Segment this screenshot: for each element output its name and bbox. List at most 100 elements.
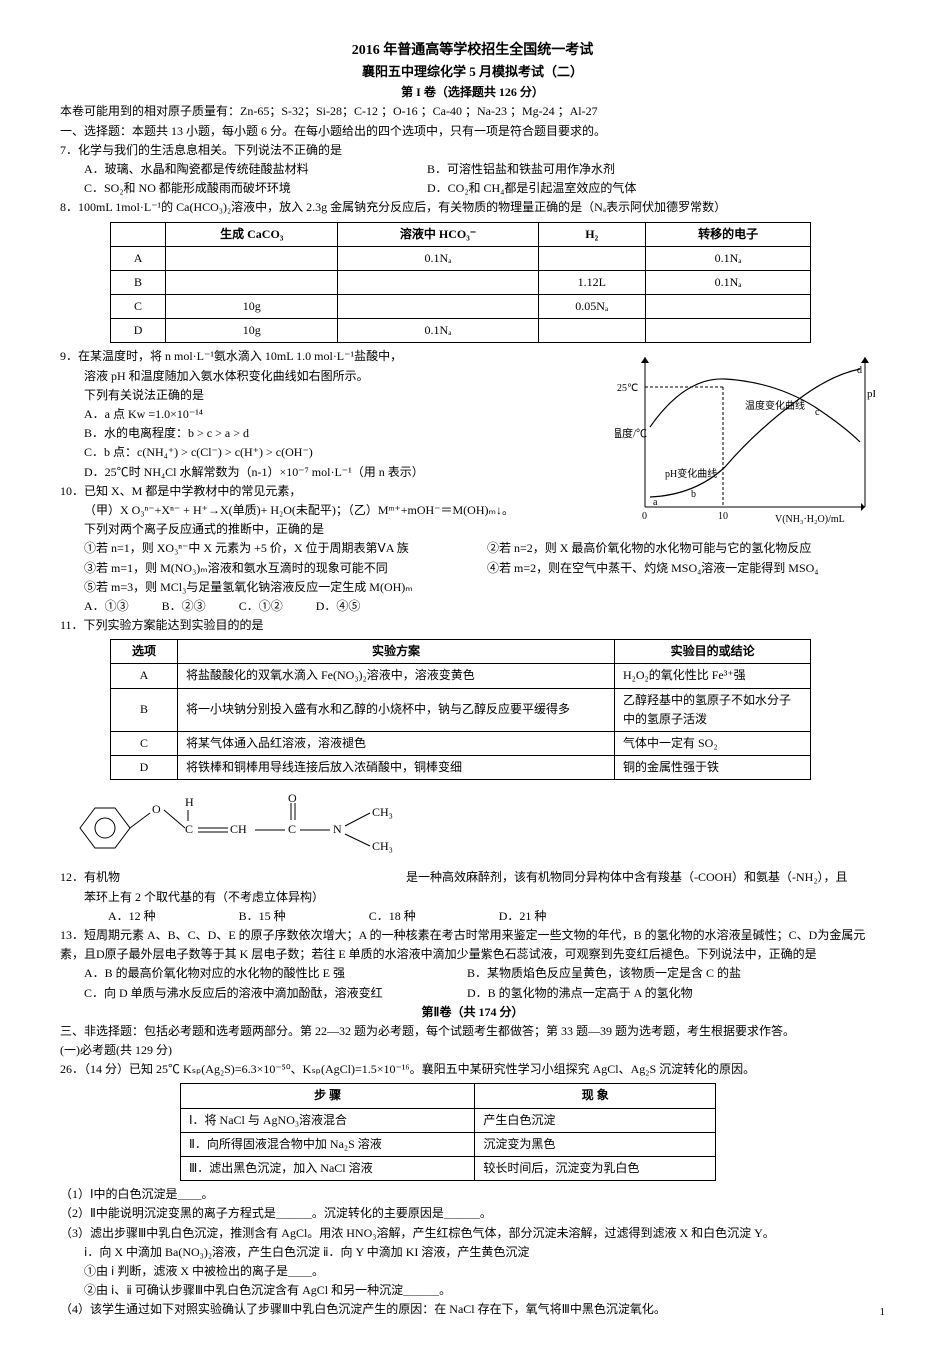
graph-point-d: d	[857, 365, 862, 376]
q11-h0: 选项	[111, 640, 178, 664]
q26-stem: 26．（14 分）已知 25℃ Kₛₚ(Ag₂S)=6.3×10⁻⁵⁰、Kₛₚ(…	[60, 1060, 885, 1079]
table-row: C10g0.05Nₐ	[111, 295, 811, 319]
instruction-1: 一、选择题：本题共 13 小题，每小题 6 分。在每小题给出的四个选项中，只有一…	[60, 122, 885, 141]
graph-point-b: b	[691, 489, 696, 500]
q12-choices: A．12 种 B．15 种 C．18 种 D．21 种	[60, 907, 885, 926]
table-row: C将某气体通入品红溶液，溶液褪色气体中一定有 SO₂	[111, 732, 811, 756]
table-row: Ⅰ．将 NaCl 与 AgNO₃溶液混合产生白色沉淀	[181, 1108, 716, 1132]
graph-ph-curve-label: pH变化曲线	[665, 467, 717, 480]
q10-opt5: ⑤若 m=3，则 MCl₃与足量氢氧化钠溶液反应一定生成 M(OH)ₘ	[60, 578, 885, 597]
graph-x0: 0	[642, 511, 647, 522]
part2-instr: 三、非选择题：包括必考题和选考题两部分。第 22—32 题为必考题，每个试题考生…	[60, 1022, 885, 1041]
q26-p3: （3）滤出步骤Ⅲ中乳白色沉淀，推测含有 AgCl。用浓 HNO₃溶解，产生红棕色…	[60, 1224, 885, 1243]
q8-h4: 转移的电子	[645, 222, 810, 246]
q12-prefix: 12．有机物	[60, 870, 120, 884]
q7-opt-d: D．CO₂和 CH₄都是引起温室效应的气体	[427, 181, 636, 195]
q12-line2: 苯环上有 2 个取代基的有（不考虑立体异构）	[60, 888, 885, 907]
svg-text:O: O	[288, 791, 297, 805]
q26-p3i: ⅰ．向 X 中滴加 Ba(NO₃)₂溶液，产生白色沉淀 ⅱ．向 Y 中滴加 KI…	[60, 1243, 885, 1262]
svg-text:CH: CH	[230, 822, 247, 836]
q11-stem: 11．下列实验方案能达到实验目的的是	[60, 616, 885, 635]
graph-point-c: c	[815, 407, 820, 418]
part1-title: 第 I 卷（选择题共 126 分）	[60, 83, 885, 102]
graph-temp-25: 25℃	[617, 383, 638, 394]
q11-h2: 实验目的或结论	[615, 640, 811, 664]
q10-opt2: ②若 n=2，则 X 最高价氧化物的水化物可能与它的氢化物反应	[487, 541, 811, 555]
svg-text:CH₃: CH₃	[372, 805, 393, 819]
graph-point-a: a	[653, 497, 658, 508]
q12-line1: 12．有机物 是一种高效麻醉剂，该有机物同分异构体中含有羧基（-COOH）和氨基…	[60, 868, 885, 887]
q13-row1: A．B 的最高价氧化物对应的水化物的酸性比 E 强 B．某物质焰色反应呈黄色，该…	[60, 964, 885, 983]
page-number: 1	[880, 1304, 886, 1322]
q10-row2: ③若 m=1，则 M(NO₃)ₘ溶液和氨水互滴时的现象可能不同 ④若 m=2，则…	[60, 559, 885, 578]
table-row: D10g0.1Nₐ	[111, 319, 811, 343]
q26-h1: 现 象	[475, 1084, 716, 1108]
q26-p1: （1）Ⅰ中的白色沉淀是＿＿。	[60, 1185, 885, 1204]
doc-subtitle: 襄阳五中理综化学 5 月模拟考试（二）	[60, 62, 885, 83]
q8-h0	[111, 222, 166, 246]
q10-choice-d: D．④⑤	[316, 597, 361, 616]
table-row: B1.12L0.1Nₐ	[111, 270, 811, 294]
q12-choice-b: B．15 种	[239, 907, 286, 926]
atomic-masses: 本卷可能用到的相对原子质量有：Zn-65；S-32；Si-28；C-12 ；O-…	[60, 102, 885, 121]
q7-stem: 7．化学与我们的生活息息相关。下列说法不正确的是	[60, 141, 885, 160]
q26-p2: （2）Ⅱ中能说明沉淀变黑的离子方程式是＿＿＿。沉淀转化的主要原因是＿＿＿。	[60, 1204, 885, 1223]
q13-row2: C．向 D 单质与沸水反应后的溶液中滴加酚酞，溶液变红 D．B 的氢化物的沸点一…	[60, 984, 885, 1003]
q10-row1: ①若 n=1，则 XO₃ⁿ⁻中 X 元素为 +5 价，X 位于周期表第ⅤA 族 …	[60, 539, 885, 558]
svg-text:CH₃: CH₃	[372, 839, 393, 853]
q7-opt-c: C．SO₂和 NO 都能形成酸雨而破坏环境	[84, 179, 424, 198]
doc-title: 2016 年普通高等学校招生全国统一考试	[60, 40, 885, 62]
q8-h2: 溶液中 HCO₃⁻	[338, 222, 538, 246]
svg-text:N: N	[333, 822, 342, 836]
q11-table: 选项 实验方案 实验目的或结论 A将盐酸酸化的双氧水滴入 Fe(NO₃)₂溶液中…	[110, 639, 811, 780]
q12-choice-d: D．21 种	[499, 907, 547, 926]
q12-suffix: 是一种高效麻醉剂，该有机物同分异构体中含有羧基（-COOH）和氨基（-NH₂），…	[406, 870, 848, 884]
q26-p3b: ②由 ⅰ、ⅱ 可确认步骤Ⅲ中乳白色沉淀含有 AgCl 和另一种沉淀＿＿＿。	[60, 1281, 885, 1300]
svg-text:C: C	[185, 822, 193, 836]
part2-sub: (一)必考题(共 129 分)	[60, 1041, 885, 1060]
graph-x10: 10	[718, 511, 728, 522]
graph-y2-label: pH	[867, 388, 875, 400]
q13-opt-b: B．某物质焰色反应呈黄色，该物质一定是含 C 的盐	[467, 966, 741, 980]
table-row: A将盐酸酸化的双氧水滴入 Fe(NO₃)₂溶液中，溶液变黄色H₂O₂的氧化性比 …	[111, 664, 811, 688]
q9-block: 9．在某温度时，将 n mol·L⁻¹氨水滴入 10mL 1.0 mol·L⁻¹…	[60, 347, 885, 481]
table-row: Ⅱ．向所得固液混合物中加 Na₂S 溶液沉淀变为黑色	[181, 1132, 716, 1156]
graph-x-label: V(NH₃·H₂O)/mL	[775, 514, 845, 525]
q13-opt-d: D．B 的氢化物的沸点一定高于 A 的氢化物	[467, 986, 693, 1000]
graph-y1-label: 温度/℃	[615, 426, 647, 440]
table-row: B将一小块钠分别投入盛有水和乙醇的小烧杯中，钠与乙醇反应要平缓得多乙醇羟基中的氢…	[111, 688, 811, 731]
q13-opt-c: C．向 D 单质与沸水反应后的溶液中滴加酚酞，溶液变红	[84, 984, 464, 1003]
q12-molecule-row: O C H CH C O N CH₃ CH₃	[60, 788, 885, 868]
q26-h0: 步 骤	[181, 1084, 475, 1108]
q10-opt4: ④若 m=2，则在空气中蒸干、灼烧 MSO₄溶液一定能得到 MSO₄	[487, 561, 819, 575]
q11-h1: 实验方案	[178, 640, 615, 664]
q12-molecule-icon: O C H CH C O N CH₃ CH₃	[60, 788, 420, 868]
q8-h3: H₂	[538, 222, 645, 246]
q8-h1: 生成 CaCO₃	[166, 222, 338, 246]
q10-choice-a: A．①③	[84, 597, 129, 616]
table-row: A0.1Nₐ0.1Nₐ	[111, 246, 811, 270]
q8-table: 生成 CaCO₃ 溶液中 HCO₃⁻ H₂ 转移的电子 A0.1Nₐ0.1Nₐ …	[110, 222, 811, 344]
q26-p4: （4）该学生通过如下对照实验确认了步骤Ⅲ中乳白色沉淀产生的原因：在 NaCl 存…	[60, 1300, 885, 1319]
q7-row2: C．SO₂和 NO 都能形成酸雨而破坏环境 D．CO₂和 CH₄都是引起温室效应…	[60, 179, 885, 198]
q7-opt-a: A．玻璃、水晶和陶瓷都是传统硅酸盐材料	[84, 160, 424, 179]
q12-choice-c: C．18 种	[369, 907, 416, 926]
q10-choice-b: B．②③	[162, 597, 206, 616]
q26-p3a: ①由 ⅰ 判断，滤液 X 中被检出的离子是＿＿。	[60, 1262, 885, 1281]
graph-temp-curve-label: 温度变化曲线	[745, 399, 805, 412]
q12-choice-a: A．12 种	[108, 907, 156, 926]
q26-table: 步 骤 现 象 Ⅰ．将 NaCl 与 AgNO₃溶液混合产生白色沉淀 Ⅱ．向所得…	[180, 1083, 716, 1181]
q7-row1: A．玻璃、水晶和陶瓷都是传统硅酸盐材料 B．可溶性铝盐和铁盐可用作净水剂	[60, 160, 885, 179]
q10-choice-c: C．①②	[239, 597, 283, 616]
q10-choices: A．①③ B．②③ C．①② D．④⑤	[60, 597, 885, 616]
svg-text:C: C	[288, 822, 296, 836]
svg-text:O: O	[152, 802, 161, 816]
table-row: Ⅲ．滤出黑色沉淀，加入 NaCl 溶液较长时间后，沉淀变为乳白色	[181, 1157, 716, 1181]
q13-stem: 13．短周期元素 A、B、C、D、E 的原子序数依次增大；A 的一种核素在考古时…	[60, 926, 885, 964]
q10-opt1: ①若 n=1，则 XO₃ⁿ⁻中 X 元素为 +5 价，X 位于周期表第ⅤA 族	[84, 539, 484, 558]
part2-title: 第Ⅱ卷（共 174 分）	[60, 1003, 885, 1022]
q8-stem: 8．100mL 1mol·L⁻¹的 Ca(HCO₃)₂溶液中，放入 2.3g 金…	[60, 198, 885, 217]
q9-graph: a b c d 25℃ 温度/℃ pH 温度变化曲线 pH变化曲线 0 10 V…	[615, 347, 875, 527]
svg-text:H: H	[185, 795, 194, 809]
q13-opt-a: A．B 的最高价氧化物对应的水化物的酸性比 E 强	[84, 964, 464, 983]
